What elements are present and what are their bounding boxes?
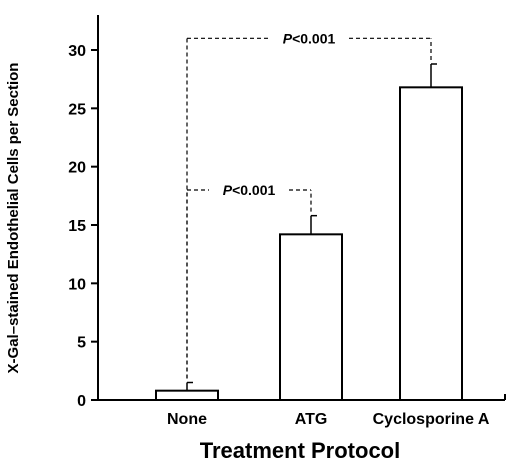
bars [155, 86, 463, 401]
x-axis-label: Treatment Protocol [200, 438, 400, 463]
y-axis-ticks: 0 5 10 15 20 25 30 [68, 43, 98, 410]
x-tick-label: Cyclosporine A [373, 411, 490, 428]
y-tick-label: 25 [68, 101, 86, 118]
y-tick-label: 30 [68, 43, 86, 60]
error-bars [186, 63, 437, 391]
bar-atg [279, 233, 343, 401]
y-tick-label: 20 [68, 160, 86, 177]
significance-annotations: P<0.001 P<0.001 [186, 30, 432, 379]
y-axis-label: X-Gal–stained Endothelial Cells per Sect… [5, 63, 22, 374]
bar-cyclosporine-a [399, 86, 463, 401]
y-tick-label: 5 [77, 335, 86, 352]
y-tick-label: 10 [68, 276, 86, 293]
p-value-label: P<0.001 [223, 182, 276, 198]
x-axis-ticks: None ATG Cyclosporine A [167, 411, 490, 428]
y-tick-label: 15 [68, 218, 86, 235]
x-tick-label: None [167, 411, 207, 428]
p-value-label: P<0.001 [283, 30, 336, 46]
bar-none [155, 389, 219, 401]
x-tick-label: ATG [295, 411, 328, 428]
y-tick-label: 0 [77, 393, 86, 410]
